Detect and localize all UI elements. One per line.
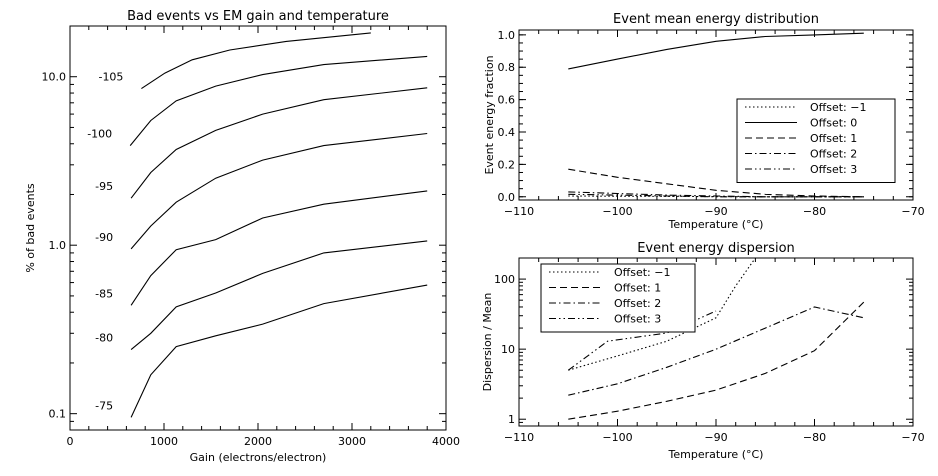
legend-label: Offset: 1	[810, 132, 857, 145]
y-tick-label: 0.2	[498, 158, 516, 171]
y-tick-label: 0.4	[498, 126, 516, 139]
series-line	[568, 306, 864, 396]
series-line	[568, 195, 864, 198]
legend-label: Offset: −1	[614, 266, 670, 279]
legend-box	[736, 98, 896, 183]
y-tick-label: 10.0	[42, 71, 67, 84]
x-tick-label: −80	[803, 431, 826, 444]
curve-label: -90	[95, 231, 113, 244]
series-line	[568, 257, 756, 371]
x-tick-label: −100	[602, 431, 632, 444]
curve-label: -75	[95, 399, 113, 412]
x-tick-label: 2000	[244, 435, 272, 448]
series-line	[130, 284, 428, 418]
x-tick-label: 0	[67, 435, 74, 448]
series-line	[568, 168, 864, 198]
x-axis-label: Gain (electrons/electron)	[190, 451, 327, 464]
x-tick-label: −70	[901, 431, 924, 444]
x-tick-label: 1000	[150, 435, 178, 448]
curve-label: -100	[87, 128, 112, 141]
series-line	[568, 191, 864, 198]
chart-title: Bad events vs EM gain and temperature	[127, 9, 389, 24]
y-tick-label: 0.6	[498, 94, 516, 107]
series-line	[130, 240, 428, 351]
x-tick-label: 4000	[432, 435, 460, 448]
y-tick-label: 1	[508, 413, 515, 426]
series-line	[141, 32, 371, 90]
series-line	[130, 87, 428, 199]
legend-label: Offset: −1	[810, 101, 866, 114]
y-axis-label: Event energy fraction	[483, 55, 496, 174]
y-axis-label: Dispersion / Mean	[481, 293, 494, 392]
series-line	[568, 301, 865, 420]
series-line	[130, 190, 428, 306]
chart-title: Event mean energy distribution	[613, 12, 819, 27]
x-tick-label: −110	[504, 205, 534, 218]
x-axis-label: Temperature (°C)	[668, 448, 764, 461]
curve-label: -85	[95, 287, 113, 300]
series-line	[129, 55, 428, 146]
x-tick-label: −100	[602, 205, 632, 218]
legend-label: Offset: 1	[614, 282, 661, 295]
x-tick-label: −90	[704, 205, 727, 218]
x-tick-label: 3000	[338, 435, 366, 448]
y-tick-label: 100	[494, 273, 515, 286]
plot-mean-energy-distribution: −110 −100 −90 −80 −700.00.20.40.60.81.0Event…	[483, 12, 925, 231]
legend-label: Offset: 0	[810, 117, 857, 130]
y-tick-label: 0.8	[498, 61, 516, 74]
series-line	[568, 193, 864, 198]
curve-label: -80	[95, 332, 113, 345]
y-tick-label: 1.0	[49, 239, 67, 252]
curve-label: -95	[95, 180, 113, 193]
curve-label: -105	[98, 71, 123, 84]
x-tick-label: −80	[803, 205, 826, 218]
series-line	[568, 32, 864, 70]
plot-bad-events: 0 1000 2000 3000 4000 0.1 1.0 10.0 Bad events vs…	[24, 9, 460, 464]
legend-box	[540, 263, 696, 333]
legend-label: Offset: 3	[810, 163, 857, 176]
y-tick-label: 0.1	[49, 408, 67, 421]
legend-label: Offset: 3	[614, 313, 661, 326]
series-line	[130, 132, 428, 250]
y-axis-label: % of bad events	[24, 183, 37, 273]
plot-frame-0	[69, 25, 447, 431]
chart-title: Event energy dispersion	[637, 241, 795, 256]
y-tick-label: 10	[501, 343, 515, 356]
x-tick-label: −70	[901, 205, 924, 218]
plot-energy-dispersion: −110 −100 −90 −80 −70 1 10 100 Event energy disp…	[481, 241, 925, 461]
x-axis-label: Temperature (°C)	[668, 218, 764, 231]
x-tick-label: −110	[504, 431, 534, 444]
legend-label: Offset: 2	[614, 297, 661, 310]
x-tick-label: −90	[704, 431, 727, 444]
legend-label: Offset: 2	[810, 148, 857, 161]
y-tick-label: 0.0	[498, 191, 516, 204]
y-tick-label: 1.0	[498, 29, 516, 42]
